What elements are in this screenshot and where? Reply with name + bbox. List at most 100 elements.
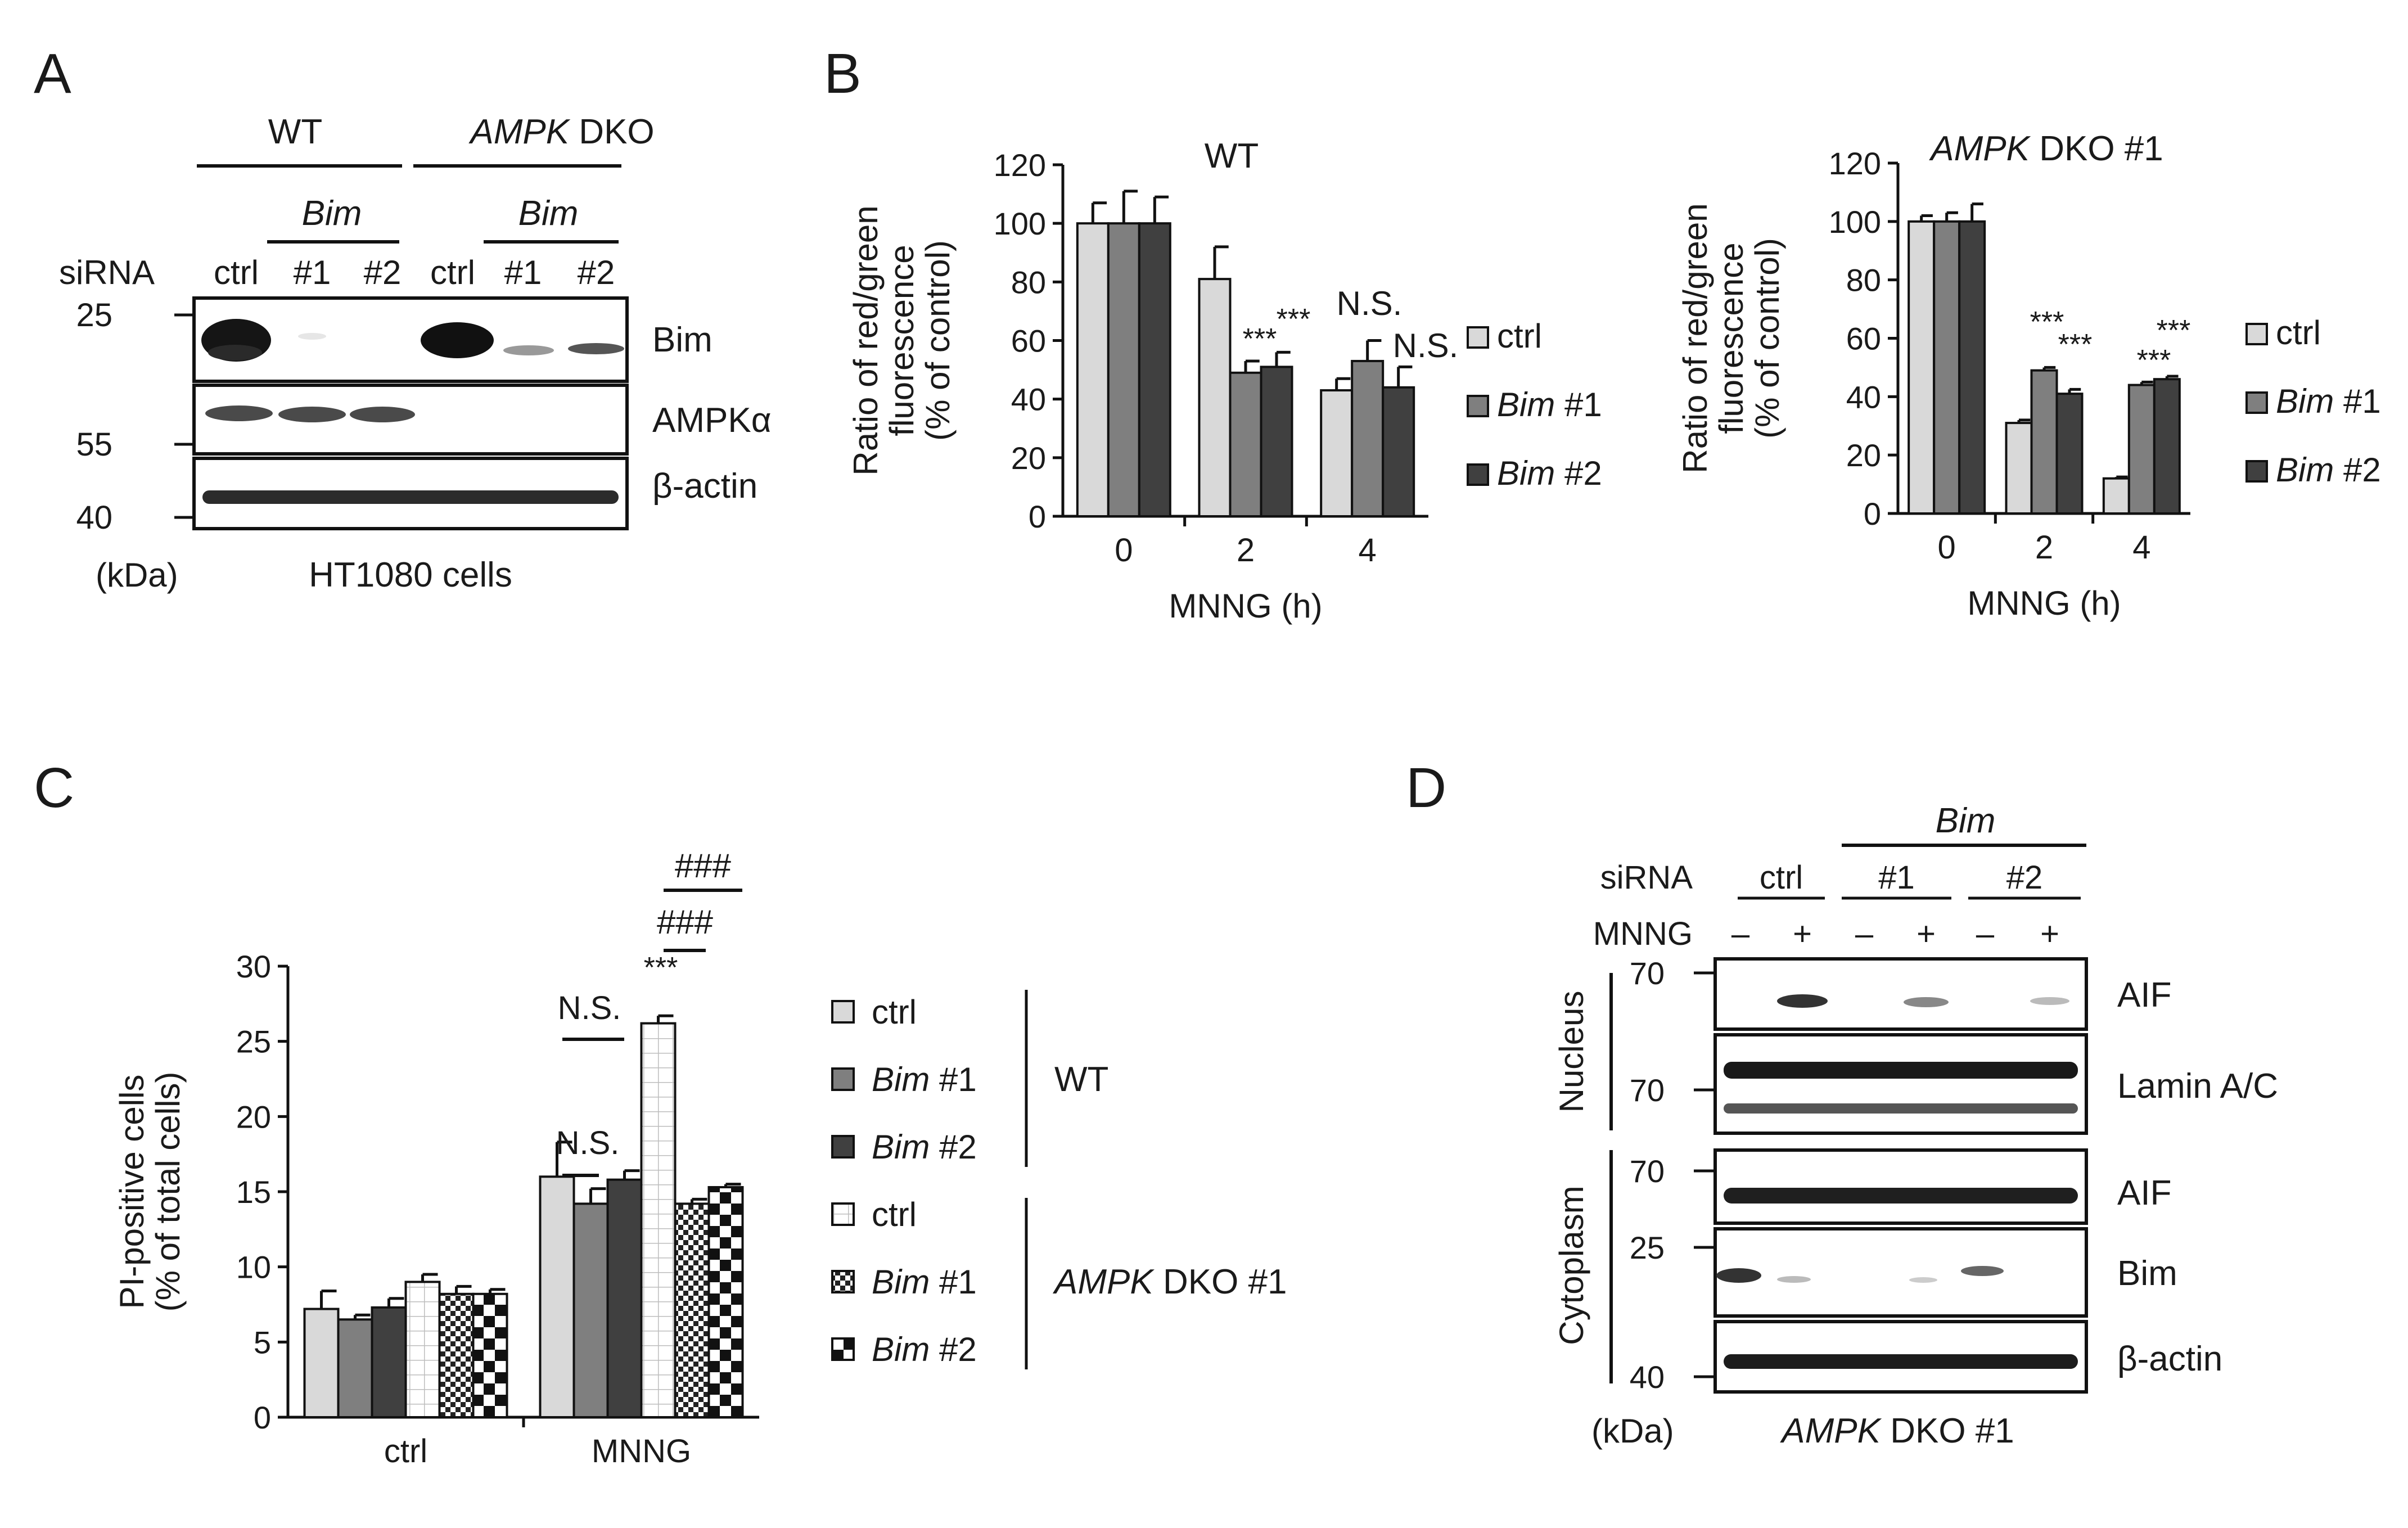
blot-bim [1713, 1227, 2088, 1318]
band [205, 405, 273, 421]
sirna-group-label: ctrl [1760, 859, 1803, 896]
chart-title: WT [1205, 137, 1259, 175]
legend-swatch [1467, 463, 1489, 486]
y-tick-label: 20 [1846, 438, 1881, 473]
legend-label-italic: Bim [1497, 386, 1555, 423]
bar [1138, 222, 1171, 517]
panel-letter-d: D [1406, 756, 1446, 819]
annotation: *** [2058, 328, 2093, 361]
legend-label: Bim #2 [872, 1331, 977, 1368]
band [298, 333, 326, 340]
y-tick-label: 10 [236, 1250, 271, 1285]
band-label-ampk: AMPKα [652, 401, 772, 440]
legend-label: ctrl [872, 993, 917, 1031]
annotation: ### [657, 903, 714, 941]
bar [472, 1292, 508, 1418]
legend-label-text: #1 [930, 1263, 976, 1301]
y-tick-label: 30 [236, 949, 271, 984]
y-axis-label-line: PI-positive cells [113, 1075, 151, 1309]
lane-label: #1 [294, 254, 331, 291]
band-label-bim: Bim [652, 321, 713, 359]
legend-group-label-text: WT [1054, 1060, 1108, 1099]
y-tick-label: 15 [236, 1174, 271, 1210]
chart-title-italic: AMPK [1928, 129, 2031, 168]
y-tick-label: 100 [1829, 204, 1881, 240]
bar [1229, 371, 1262, 518]
mnng-sign: – [1731, 916, 1750, 952]
y-tick-label: 20 [236, 1099, 271, 1134]
lane-labels: ctrl #1 #2 ctrl #1 #2 [214, 254, 615, 291]
band [568, 343, 624, 354]
y-tick-label: 80 [1011, 264, 1046, 300]
annotation: N.S. [556, 1125, 620, 1161]
y-axis-label-line: fluorescence [1712, 242, 1750, 434]
annotation: N.S. [1337, 285, 1403, 322]
legend-group-label: WT [1054, 1060, 1108, 1099]
band [1724, 1062, 2078, 1079]
y-tick-label: 60 [1011, 323, 1046, 359]
bar [1260, 366, 1293, 517]
bim-label: Bim [1936, 801, 1996, 840]
y-tick-label: 40 [1011, 382, 1046, 417]
chart-b-wt: 0 20 40 60 80 100 120 0 2 4 WT ****** N.S. N.S. Ratio … [847, 137, 1602, 625]
band-label: AIF [2117, 976, 2171, 1015]
x-tick-label: 2 [1237, 532, 1255, 569]
legend-label-italic: Bim [872, 1263, 930, 1301]
bar [1958, 220, 1986, 515]
sirna-group-label: #1 [1878, 859, 1915, 896]
svg-text:40: 40 [76, 499, 112, 536]
annotation: *** [644, 952, 678, 984]
panel-a: A WT AMPK DKO Bim Bim siRNA ctrl #1 #2 ctrl… [34, 42, 772, 594]
legend-label-text: #1 [2334, 382, 2380, 420]
legend-label-text: #1 [930, 1061, 976, 1098]
bar [2055, 393, 2084, 515]
legend-label: Bim #2 [2276, 451, 2381, 489]
lane-label: #1 [504, 254, 542, 291]
y-tick-label: 0 [254, 1400, 271, 1435]
bar [337, 1318, 373, 1419]
legend-label-italic: Bim [1497, 454, 1555, 492]
annotation: *** [2137, 344, 2171, 377]
band-label-actin: β-actin [652, 467, 757, 506]
bar [1198, 278, 1232, 517]
blot-ampk [192, 384, 629, 456]
cell-line-label: HT1080 cells [309, 556, 512, 594]
legend-swatch [831, 1135, 855, 1159]
x-axis-label: MNNG (h) [1169, 587, 1322, 625]
y-axis-label-line: fluorescence [883, 245, 921, 436]
y-axis-label-line: (% of control) [919, 240, 957, 441]
sirna-label: siRNA [1600, 859, 1693, 896]
band [208, 345, 262, 360]
bim-label-wt: Bim [302, 194, 362, 233]
band [1904, 997, 1949, 1007]
legend-label: ctrl [1497, 317, 1542, 355]
x-tick-label: 2 [2035, 529, 2053, 566]
band-label: Lamin A/C [2117, 1067, 2278, 1106]
x-tick-label: 4 [1359, 532, 1377, 569]
y-tick-label: 25 [236, 1024, 271, 1060]
legend-label: Bim #2 [872, 1128, 977, 1166]
bar [640, 1022, 677, 1418]
svg-text:25: 25 [76, 297, 112, 333]
panel-letter-c: C [34, 756, 74, 819]
annotation: *** [1243, 323, 1277, 355]
mnng-label: MNNG [1593, 916, 1693, 952]
band [202, 490, 619, 504]
legend-label-text: ctrl [872, 1196, 917, 1233]
annotation: N.S. [1393, 327, 1459, 364]
legend-label: ctrl [2276, 314, 2321, 351]
legend-label: ctrl [872, 1196, 917, 1233]
bar [438, 1292, 475, 1418]
legend-label-text: ctrl [872, 993, 917, 1031]
band-label: β-actin [2117, 1340, 2222, 1378]
sirna-groups: ctrl #1 #2 [1738, 859, 2081, 900]
y-tick-label: 80 [1846, 263, 1881, 298]
fraction-cytoplasm: Cytoplasm [1553, 1186, 1590, 1345]
bar [1933, 220, 1961, 515]
annotation: N.S. [558, 990, 621, 1026]
lane-label: ctrl [430, 254, 475, 291]
y-tick-label: 60 [1846, 321, 1881, 357]
mw-markers: 25 55 40 [76, 297, 194, 536]
chart-title-text: DKO #1 [2030, 129, 2163, 168]
